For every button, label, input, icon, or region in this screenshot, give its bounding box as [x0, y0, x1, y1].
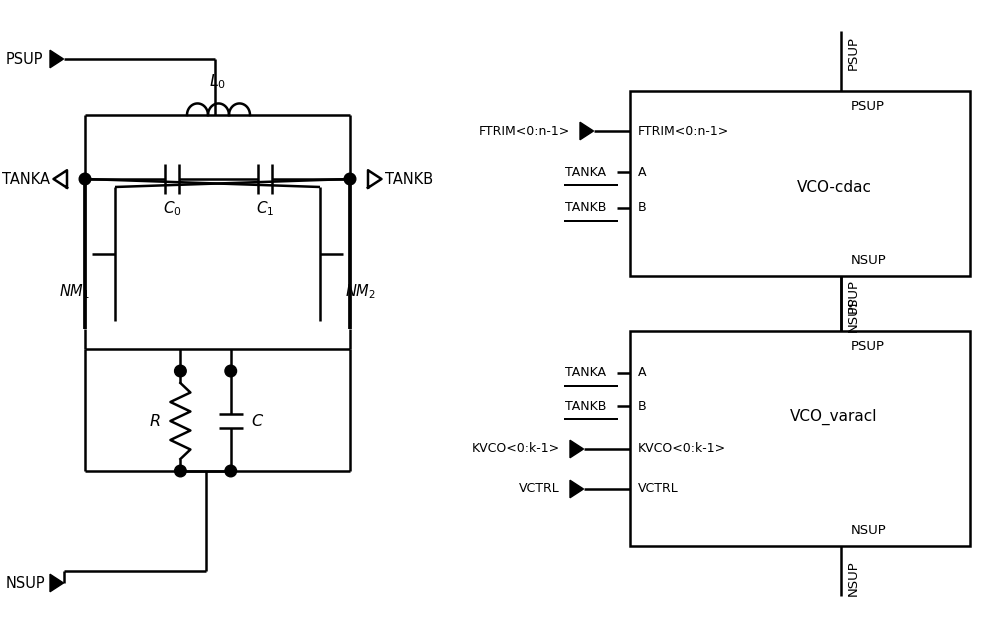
Text: PSUP: PSUP: [847, 279, 860, 313]
Bar: [630, 91, 970, 276]
Text: NSUP: NSUP: [6, 576, 46, 591]
Text: KVCO<0:k-1>: KVCO<0:k-1>: [638, 443, 726, 455]
Polygon shape: [50, 50, 64, 68]
Circle shape: [175, 365, 186, 377]
Text: B: B: [638, 399, 647, 412]
Text: $L_0$: $L_0$: [209, 72, 226, 91]
Text: NSUP: NSUP: [847, 296, 860, 332]
Circle shape: [225, 465, 237, 477]
Text: PSUP: PSUP: [851, 99, 885, 112]
Polygon shape: [570, 480, 583, 498]
Text: TANKA: TANKA: [565, 166, 606, 179]
Text: PSUP: PSUP: [851, 340, 885, 353]
Text: $C$: $C$: [251, 413, 264, 429]
Text: B: B: [638, 201, 647, 214]
Text: A: A: [638, 366, 646, 379]
Text: TANKA: TANKA: [565, 366, 606, 379]
Text: NSUP: NSUP: [851, 255, 887, 268]
Text: TANKA: TANKA: [2, 171, 50, 186]
Text: $NM_2$: $NM_2$: [345, 282, 375, 301]
Circle shape: [344, 173, 356, 185]
Text: VCO_varacl: VCO_varacl: [790, 409, 878, 425]
Text: FTRIM<0:n-1>: FTRIM<0:n-1>: [638, 124, 729, 137]
Text: VCO-cdac: VCO-cdac: [796, 179, 872, 195]
Text: PSUP: PSUP: [6, 52, 44, 66]
Text: FTRIM<0:n-1>: FTRIM<0:n-1>: [479, 124, 570, 137]
Polygon shape: [570, 440, 583, 458]
Text: NSUP: NSUP: [847, 560, 860, 596]
Text: $R$: $R$: [149, 413, 160, 429]
Text: NSUP: NSUP: [851, 525, 887, 538]
Text: $C_0$: $C_0$: [163, 199, 181, 218]
Circle shape: [79, 173, 91, 185]
Text: $NM_1$: $NM_1$: [59, 282, 91, 301]
Text: TANKB: TANKB: [565, 399, 606, 412]
Text: TANKB: TANKB: [385, 171, 433, 186]
Text: TANKB: TANKB: [565, 201, 606, 214]
Circle shape: [225, 365, 237, 377]
Text: A: A: [638, 166, 646, 179]
Polygon shape: [50, 574, 64, 592]
Text: VCTRL: VCTRL: [519, 483, 560, 496]
Polygon shape: [580, 122, 594, 140]
Text: VCTRL: VCTRL: [638, 483, 679, 496]
Circle shape: [175, 465, 186, 477]
Text: KVCO<0:k-1>: KVCO<0:k-1>: [472, 443, 560, 455]
Text: $C_1$: $C_1$: [256, 199, 274, 218]
Text: PSUP: PSUP: [847, 36, 860, 70]
Bar: [630, 331, 970, 546]
